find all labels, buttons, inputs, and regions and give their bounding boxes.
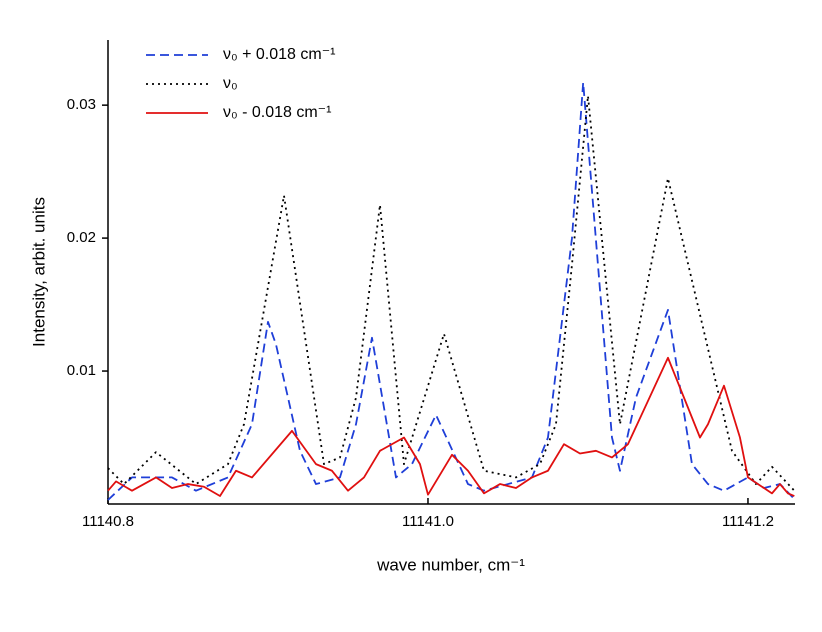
series-line [107, 94, 796, 492]
y-axis-title: Intensity, arbit. units [29, 197, 48, 347]
y-tick-label: 0.01 [67, 362, 96, 379]
y-tick-label: 0.02 [67, 229, 96, 246]
y-tick-label: 0.03 [67, 96, 96, 113]
legend-label: ν₀ + 0.018 cm⁻¹ [223, 46, 335, 63]
x-axis-title: wave number, cm⁻¹ [376, 555, 525, 574]
x-tick-label: 11140.8 [82, 513, 134, 530]
x-tick-label: 11141.2 [722, 513, 774, 530]
series-line [107, 356, 795, 497]
x-tick-label: 11141.0 [402, 513, 454, 530]
series-line [107, 81, 794, 501]
legend-label: ν₀ [223, 75, 238, 92]
legend-label: ν₀ - 0.018 cm⁻¹ [223, 104, 331, 121]
